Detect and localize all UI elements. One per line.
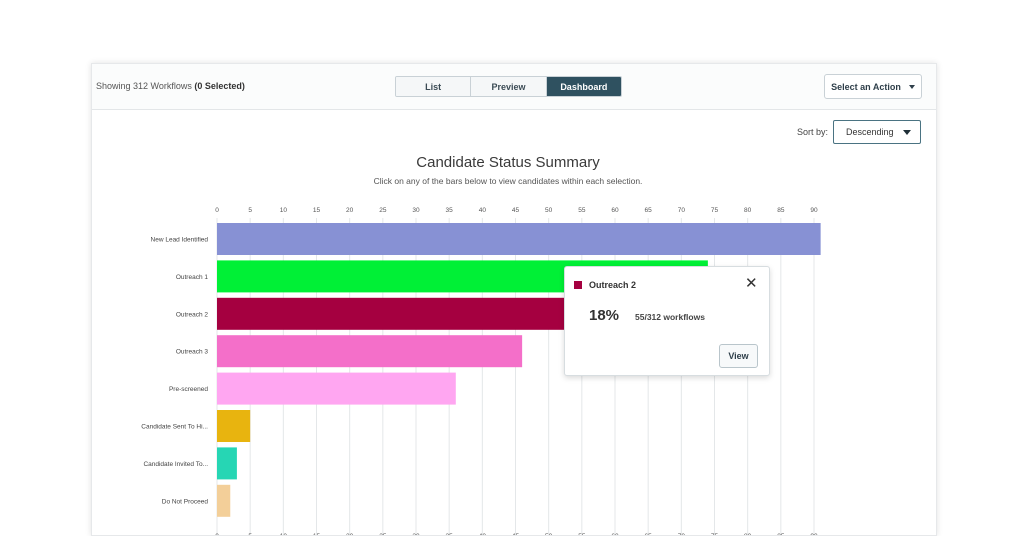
x-tick-label-bottom: 80 <box>744 533 752 536</box>
chart-subtitle: Click on any of the bars below to view c… <box>373 176 643 186</box>
x-tick-label: 15 <box>313 207 321 214</box>
candidate-status-chart: 0055101015152020252530303535404045455050… <box>141 207 821 536</box>
bar[interactable] <box>217 484 231 517</box>
x-tick-label-bottom: 75 <box>711 533 719 536</box>
category-label: Outreach 2 <box>176 311 209 318</box>
category-label: Outreach 3 <box>176 349 209 356</box>
select-action-label: Select an Action <box>831 81 901 92</box>
x-tick-label: 55 <box>578 207 586 214</box>
toolbar: Showing 312 Workflows (0 Selected) List … <box>92 64 936 110</box>
category-label: Pre-screened <box>169 386 208 393</box>
x-tick-label: 20 <box>346 207 354 214</box>
select-action-dropdown[interactable]: Select an Action <box>824 74 922 99</box>
x-tick-label: 65 <box>645 207 653 214</box>
chevron-down-icon <box>908 84 915 89</box>
workflow-dashboard-panel: Showing 312 Workflows (0 Selected) List … <box>91 63 937 536</box>
x-tick-label-bottom: 60 <box>611 533 619 536</box>
x-tick-label: 50 <box>545 207 553 214</box>
tab-preview[interactable]: Preview <box>471 77 547 96</box>
x-tick-label: 30 <box>412 207 420 214</box>
x-tick-label: 75 <box>711 207 719 214</box>
x-tick-label-bottom: 90 <box>810 533 818 536</box>
x-tick-label-bottom: 35 <box>446 533 454 536</box>
chart-title: Candidate Status Summary <box>416 154 600 171</box>
tab-dashboard[interactable]: Dashboard <box>546 77 621 96</box>
x-tick-label-bottom: 65 <box>645 533 653 536</box>
x-tick-label: 85 <box>777 207 785 214</box>
x-tick-label-bottom: 15 <box>313 533 321 536</box>
tab-list[interactable]: List <box>396 77 472 96</box>
view-button[interactable]: View <box>719 344 758 368</box>
bar[interactable] <box>217 447 237 480</box>
x-tick-label: 0 <box>215 207 219 214</box>
x-tick-label-bottom: 25 <box>379 533 387 536</box>
sort-label: Sort by: <box>797 127 829 137</box>
category-label: New Lead Identified <box>151 237 209 244</box>
tooltip-swatch <box>574 281 582 289</box>
bar-tooltip: Outreach 2 ✕ 18% 55/312 workflows View <box>564 266 770 376</box>
category-label: Candidate Invited To... <box>143 461 208 468</box>
bar[interactable] <box>217 335 523 368</box>
x-tick-label-bottom: 55 <box>578 533 586 536</box>
tooltip-count: 55/312 workflows <box>635 312 705 322</box>
bar[interactable] <box>217 372 456 405</box>
chevron-down-icon <box>903 129 911 135</box>
x-tick-label-bottom: 10 <box>280 533 288 536</box>
view-switcher: List Preview Dashboard <box>395 76 622 97</box>
x-tick-label-bottom: 20 <box>346 533 354 536</box>
bar[interactable] <box>217 410 251 442</box>
close-icon[interactable]: ✕ <box>745 275 758 292</box>
x-tick-label-bottom: 40 <box>479 533 487 536</box>
sort-value: Descending <box>846 127 894 137</box>
workflow-count-text: Showing 312 Workflows <box>96 81 192 91</box>
x-tick-label-bottom: 85 <box>777 533 785 536</box>
workflow-count: Showing 312 Workflows (0 Selected) <box>96 81 245 91</box>
bar[interactable] <box>217 297 582 330</box>
x-tick-label: 80 <box>744 207 752 214</box>
x-tick-label: 70 <box>678 207 686 214</box>
tooltip-percent: 18% <box>589 307 620 324</box>
x-tick-label-bottom: 45 <box>512 533 520 536</box>
x-tick-label-bottom: 0 <box>215 533 219 536</box>
x-tick-label: 10 <box>280 207 288 214</box>
x-tick-label: 5 <box>248 207 252 214</box>
tooltip-title: Outreach 2 <box>589 280 637 290</box>
x-tick-label: 45 <box>512 207 520 214</box>
category-label: Outreach 1 <box>176 274 209 281</box>
x-tick-label: 60 <box>611 207 619 214</box>
sort-dropdown[interactable]: Descending <box>833 120 921 144</box>
category-label: Candidate Sent To Hi... <box>141 424 208 431</box>
x-tick-label-bottom: 50 <box>545 533 553 536</box>
x-tick-label-bottom: 70 <box>678 533 686 536</box>
x-tick-label: 40 <box>479 207 487 214</box>
x-tick-label-bottom: 30 <box>412 533 420 536</box>
x-tick-label: 25 <box>379 207 387 214</box>
x-tick-label: 90 <box>810 207 818 214</box>
bar[interactable] <box>217 223 821 255</box>
x-tick-label-bottom: 5 <box>248 533 252 536</box>
x-tick-label: 35 <box>446 207 454 214</box>
category-label: Do Not Proceed <box>162 498 209 505</box>
selected-count: (0 Selected) <box>194 81 245 91</box>
